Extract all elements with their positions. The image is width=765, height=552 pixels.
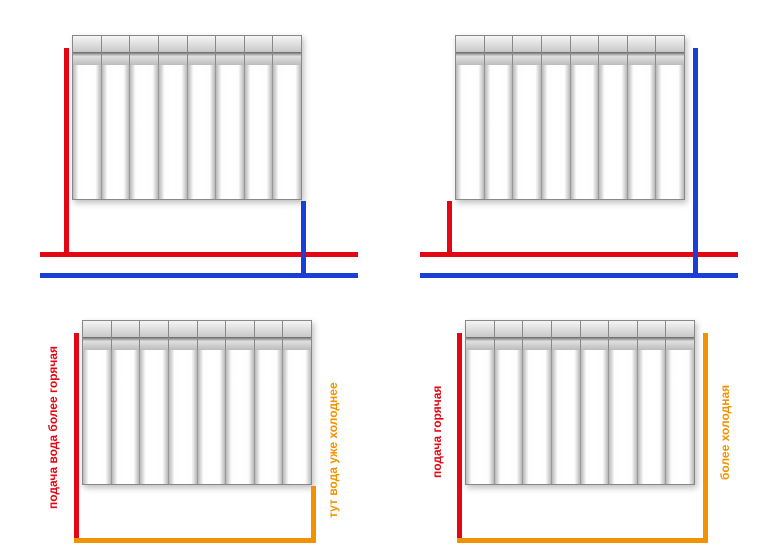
- radiator: [465, 320, 695, 485]
- radiator: [455, 35, 685, 200]
- radiator-header: [73, 36, 301, 65]
- radiator: [72, 35, 302, 200]
- radiator-header: [83, 321, 311, 350]
- supply-main: [420, 252, 738, 257]
- return-pipe: [311, 486, 316, 540]
- radiator-header: [456, 36, 684, 65]
- return-main: [74, 538, 316, 543]
- return-pipe: [693, 48, 698, 275]
- return-main: [420, 273, 738, 278]
- radiator: [82, 320, 312, 485]
- supply-pipe: [64, 48, 69, 254]
- supply-pipe: [74, 333, 79, 540]
- label-supply: подача вода более горячая: [46, 328, 60, 528]
- supply-pipe: [447, 201, 452, 254]
- label-return: более холодная: [718, 352, 732, 512]
- return-pipe: [703, 333, 708, 540]
- return-main: [457, 538, 708, 543]
- supply-main: [40, 252, 358, 257]
- return-pipe: [301, 201, 306, 275]
- supply-pipe: [457, 333, 462, 540]
- radiator-header: [466, 321, 694, 350]
- label-return: тут вода уже холоднее: [326, 370, 340, 530]
- return-main: [40, 273, 358, 278]
- label-supply: подача горячая: [430, 352, 444, 512]
